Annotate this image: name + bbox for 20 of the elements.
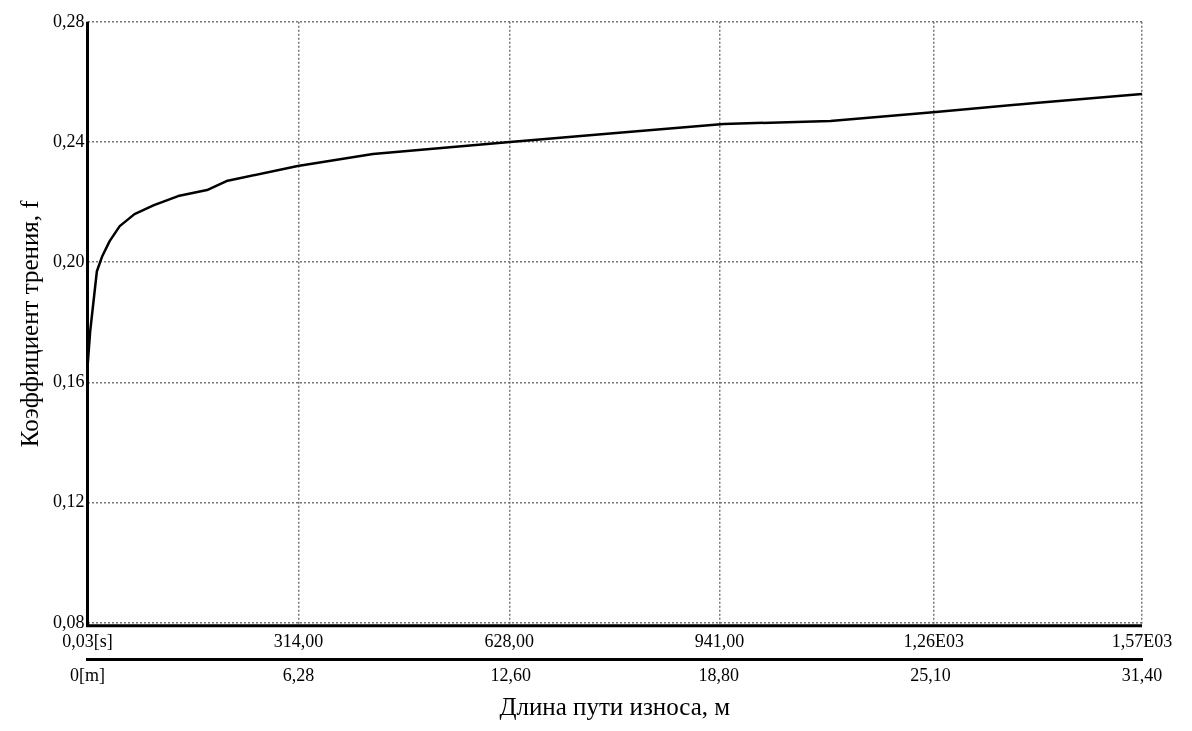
y-tick-label: 0,28: [53, 10, 85, 31]
y-tick-label: 0,20: [53, 250, 85, 271]
x2-tick-label: 31,40: [1121, 664, 1163, 685]
x-tick-label: 941,00: [694, 631, 745, 652]
y-tick-label: 0,24: [53, 130, 85, 151]
x-tick-label: 628,00: [484, 631, 535, 652]
y-axis-title: Коэффициент трения, f: [15, 199, 43, 448]
y-tick-label: 0,08: [53, 611, 85, 632]
x2-tick-label: 6,28: [282, 664, 315, 685]
x2-tick-label: 12,60: [490, 664, 531, 685]
x-tick-label: 1,57E03: [1111, 631, 1173, 652]
x-tick-label: 0,03[s]: [62, 631, 113, 652]
y-tick-label: 0,12: [53, 491, 85, 512]
x-tick-label: 1,26E03: [903, 631, 965, 652]
x2-tick-label: 0[m]: [70, 664, 105, 685]
x-tick-label: 314,00: [273, 631, 324, 652]
y-tick-label: 0,16: [53, 371, 85, 392]
x2-tick-label: 25,10: [910, 664, 951, 685]
x2-tick-label: 18,80: [698, 664, 740, 685]
x-axis-title: Длина пути износа, м: [499, 692, 731, 720]
